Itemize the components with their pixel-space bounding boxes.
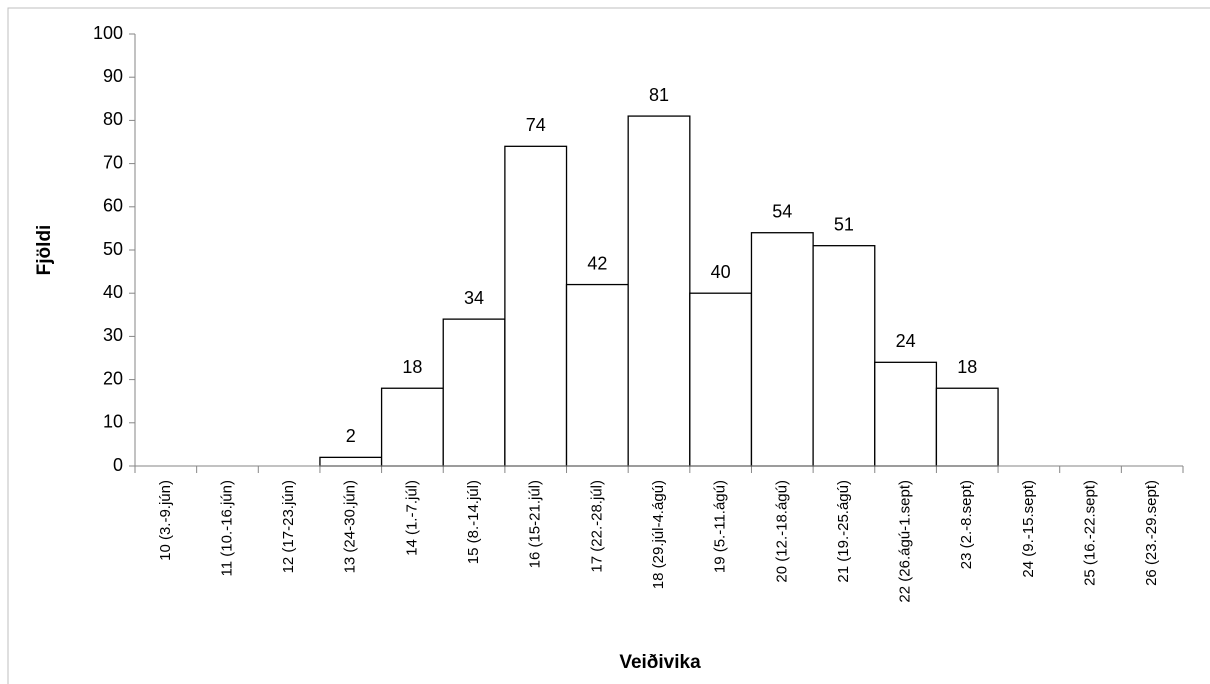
y-tick-label: 100 <box>93 23 123 43</box>
data-label: 18 <box>957 357 977 377</box>
x-tick-label: 21 (19.-25.ágú) <box>835 480 852 583</box>
bar <box>935 387 999 467</box>
x-tick-label: 11 (10.-16.jún) <box>218 480 235 576</box>
y-tick-label: 30 <box>103 325 123 345</box>
x-axis-title: Veiðivika <box>619 652 701 673</box>
bar <box>442 318 506 467</box>
data-label: 74 <box>526 115 546 135</box>
bar <box>319 456 383 467</box>
x-tick-label: 25 (16.-22.sept) <box>1081 480 1098 586</box>
y-tick-label: 20 <box>103 368 123 388</box>
x-tick-label: 24 (9.-15.sept) <box>1020 480 1037 578</box>
bar <box>812 245 876 467</box>
data-label: 24 <box>896 331 916 351</box>
y-tick-label: 80 <box>103 109 123 129</box>
y-axis-title: Fjöldi <box>34 225 55 276</box>
x-tick-label: 23 (2.-8.sept) <box>958 480 975 569</box>
data-label: 42 <box>587 253 607 273</box>
x-tick-label: 12 (17-23.jún) <box>280 480 297 573</box>
bar <box>750 232 814 467</box>
x-tick-label: 19 (5.-11.ágú) <box>712 480 729 573</box>
y-tick-label: 0 <box>113 455 123 475</box>
data-label: 34 <box>464 288 484 308</box>
chart-border <box>7 7 1210 684</box>
x-tick-label: 16 (15-21.júl) <box>527 480 544 568</box>
bar <box>689 292 753 467</box>
y-tick-label: 40 <box>103 282 123 302</box>
x-tick-label: 18 (29.júl-4.ágú) <box>650 480 667 589</box>
data-label: 54 <box>772 201 792 221</box>
x-tick-label: 26 (23.-29.sept) <box>1143 480 1160 586</box>
data-label: 81 <box>649 85 669 105</box>
data-label: 18 <box>402 357 422 377</box>
bar <box>627 115 691 467</box>
y-tick-label: 70 <box>103 152 123 172</box>
data-label: 40 <box>711 262 731 282</box>
y-tick-label: 10 <box>103 412 123 432</box>
bar <box>565 283 629 467</box>
bar <box>504 145 568 467</box>
x-tick-label: 14 (1.-7.júl) <box>403 480 420 556</box>
bar <box>874 361 938 467</box>
x-tick-label: 22 (26.ágú-1.sept) <box>897 480 914 603</box>
bar <box>380 387 444 467</box>
y-tick-label: 50 <box>103 239 123 259</box>
data-label: 51 <box>834 214 854 234</box>
x-tick-label: 15 (8.-14.júl) <box>465 480 482 564</box>
x-tick-label: 10 (3.-9.jún) <box>157 480 174 561</box>
y-tick-label: 90 <box>103 66 123 86</box>
y-tick-label: 60 <box>103 196 123 216</box>
x-tick-label: 20 (12.-18.ágú) <box>773 480 790 583</box>
data-label: 2 <box>346 426 356 446</box>
x-tick-label: 17 (22.-28.júl) <box>588 480 605 573</box>
x-tick-label: 13 (24-30.jún) <box>342 480 359 573</box>
